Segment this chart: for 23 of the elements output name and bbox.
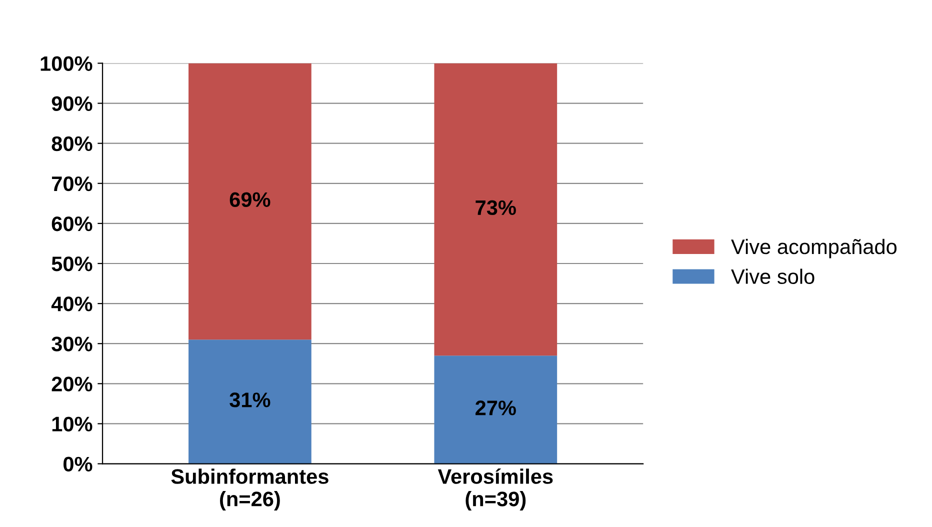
legend-label: Vive solo xyxy=(731,268,814,284)
bar xyxy=(434,63,558,356)
bar xyxy=(188,340,312,464)
bar xyxy=(434,356,558,464)
y-tick-label: 70% xyxy=(52,176,92,192)
data-label: 31% xyxy=(230,392,270,408)
data-label: 69% xyxy=(230,192,270,208)
x-tick-label: Subinformantes (n=26) xyxy=(171,468,328,510)
y-tick-label: 30% xyxy=(52,336,92,352)
y-tick-label: 20% xyxy=(52,376,92,392)
bar xyxy=(188,63,312,340)
y-tick-label: 10% xyxy=(52,416,92,432)
data-label: 27% xyxy=(476,400,516,416)
y-tick-label: 90% xyxy=(52,96,92,112)
y-tick-label: 100% xyxy=(40,56,92,71)
data-label: 73% xyxy=(476,200,516,216)
y-tick-label: 60% xyxy=(52,216,92,232)
y-tick-label: 40% xyxy=(51,296,92,312)
y-tick-label: 50% xyxy=(52,256,92,272)
y-tick-label: 80% xyxy=(52,136,92,152)
x-tick-label: Verosímiles (n=39) xyxy=(438,468,553,510)
y-tick-label: 0% xyxy=(64,456,92,472)
legend-label: Vive acompañado xyxy=(731,238,897,258)
